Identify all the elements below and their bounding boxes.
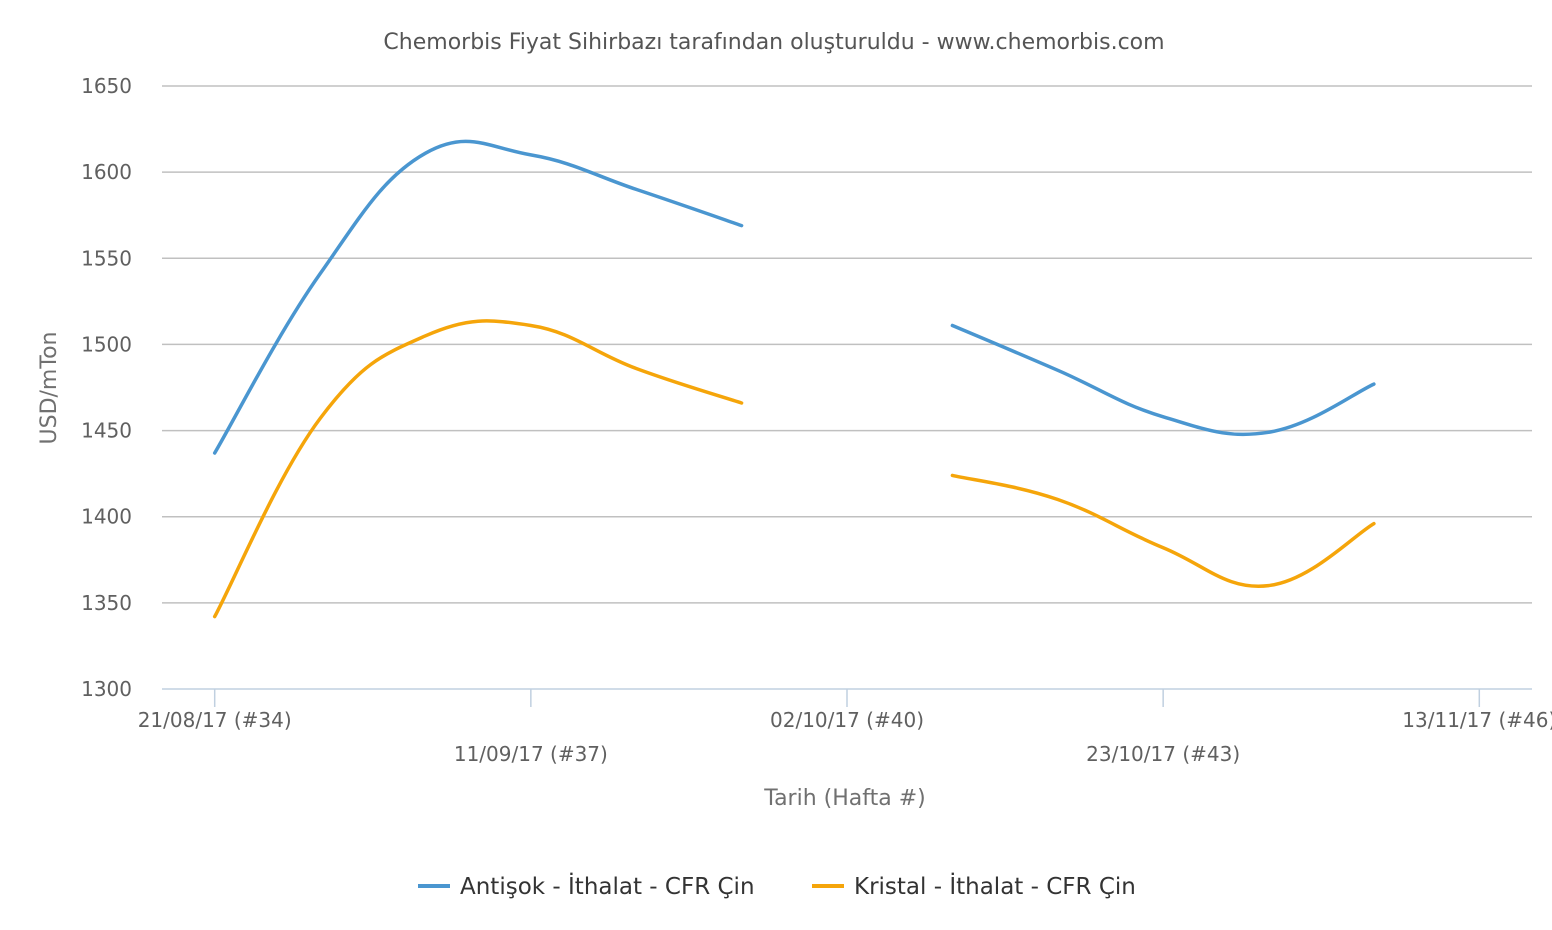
x-tick-label: 11/09/17 (#37)	[454, 742, 608, 766]
y-axis-ticks: 1300 1350 1400 1450 1500 1550 1600 1650	[81, 74, 132, 701]
grid	[162, 85, 1532, 604]
legend-label: Kristal - İthalat - CFR Çin	[854, 872, 1136, 900]
y-tick-label: 1650	[81, 74, 132, 98]
y-tick-label: 1500	[81, 332, 132, 356]
series-lines	[212, 139, 1376, 619]
x-tick-label: 02/10/17 (#40)	[770, 708, 924, 732]
y-tick-label: 1450	[81, 419, 132, 443]
y-tick-label: 1600	[81, 160, 132, 184]
series-line-2-segment-2	[950, 473, 1376, 588]
y-axis-title: USD/mTon	[37, 332, 62, 445]
series-line-1-segment-1	[212, 139, 744, 455]
x-tick-label: 21/08/17 (#34)	[138, 708, 292, 732]
legend-label: Antişok - İthalat - CFR Çin	[460, 872, 755, 900]
y-tick-label: 1350	[81, 591, 132, 615]
y-tick-label: 1400	[81, 505, 132, 529]
x-tick-label: 23/10/17 (#43)	[1086, 742, 1240, 766]
y-tick-label: 1300	[81, 677, 132, 701]
x-tick-label: 13/11/17 (#46)	[1402, 708, 1552, 732]
series-line-1-segment-2	[950, 323, 1376, 437]
legend: Antişok - İthalat - CFR Çin Kristal - İth…	[418, 872, 1136, 900]
x-axis: 21/08/17 (#34) 11/09/17 (#37) 02/10/17 (#4…	[138, 688, 1552, 766]
series-line-2-segment-1	[212, 319, 744, 619]
x-axis-title: Tarih (Hafta #)	[763, 786, 925, 811]
chart-title: Chemorbis Fiyat Sihirbazı tarafından olu…	[383, 30, 1164, 55]
y-tick-label: 1550	[81, 246, 132, 270]
